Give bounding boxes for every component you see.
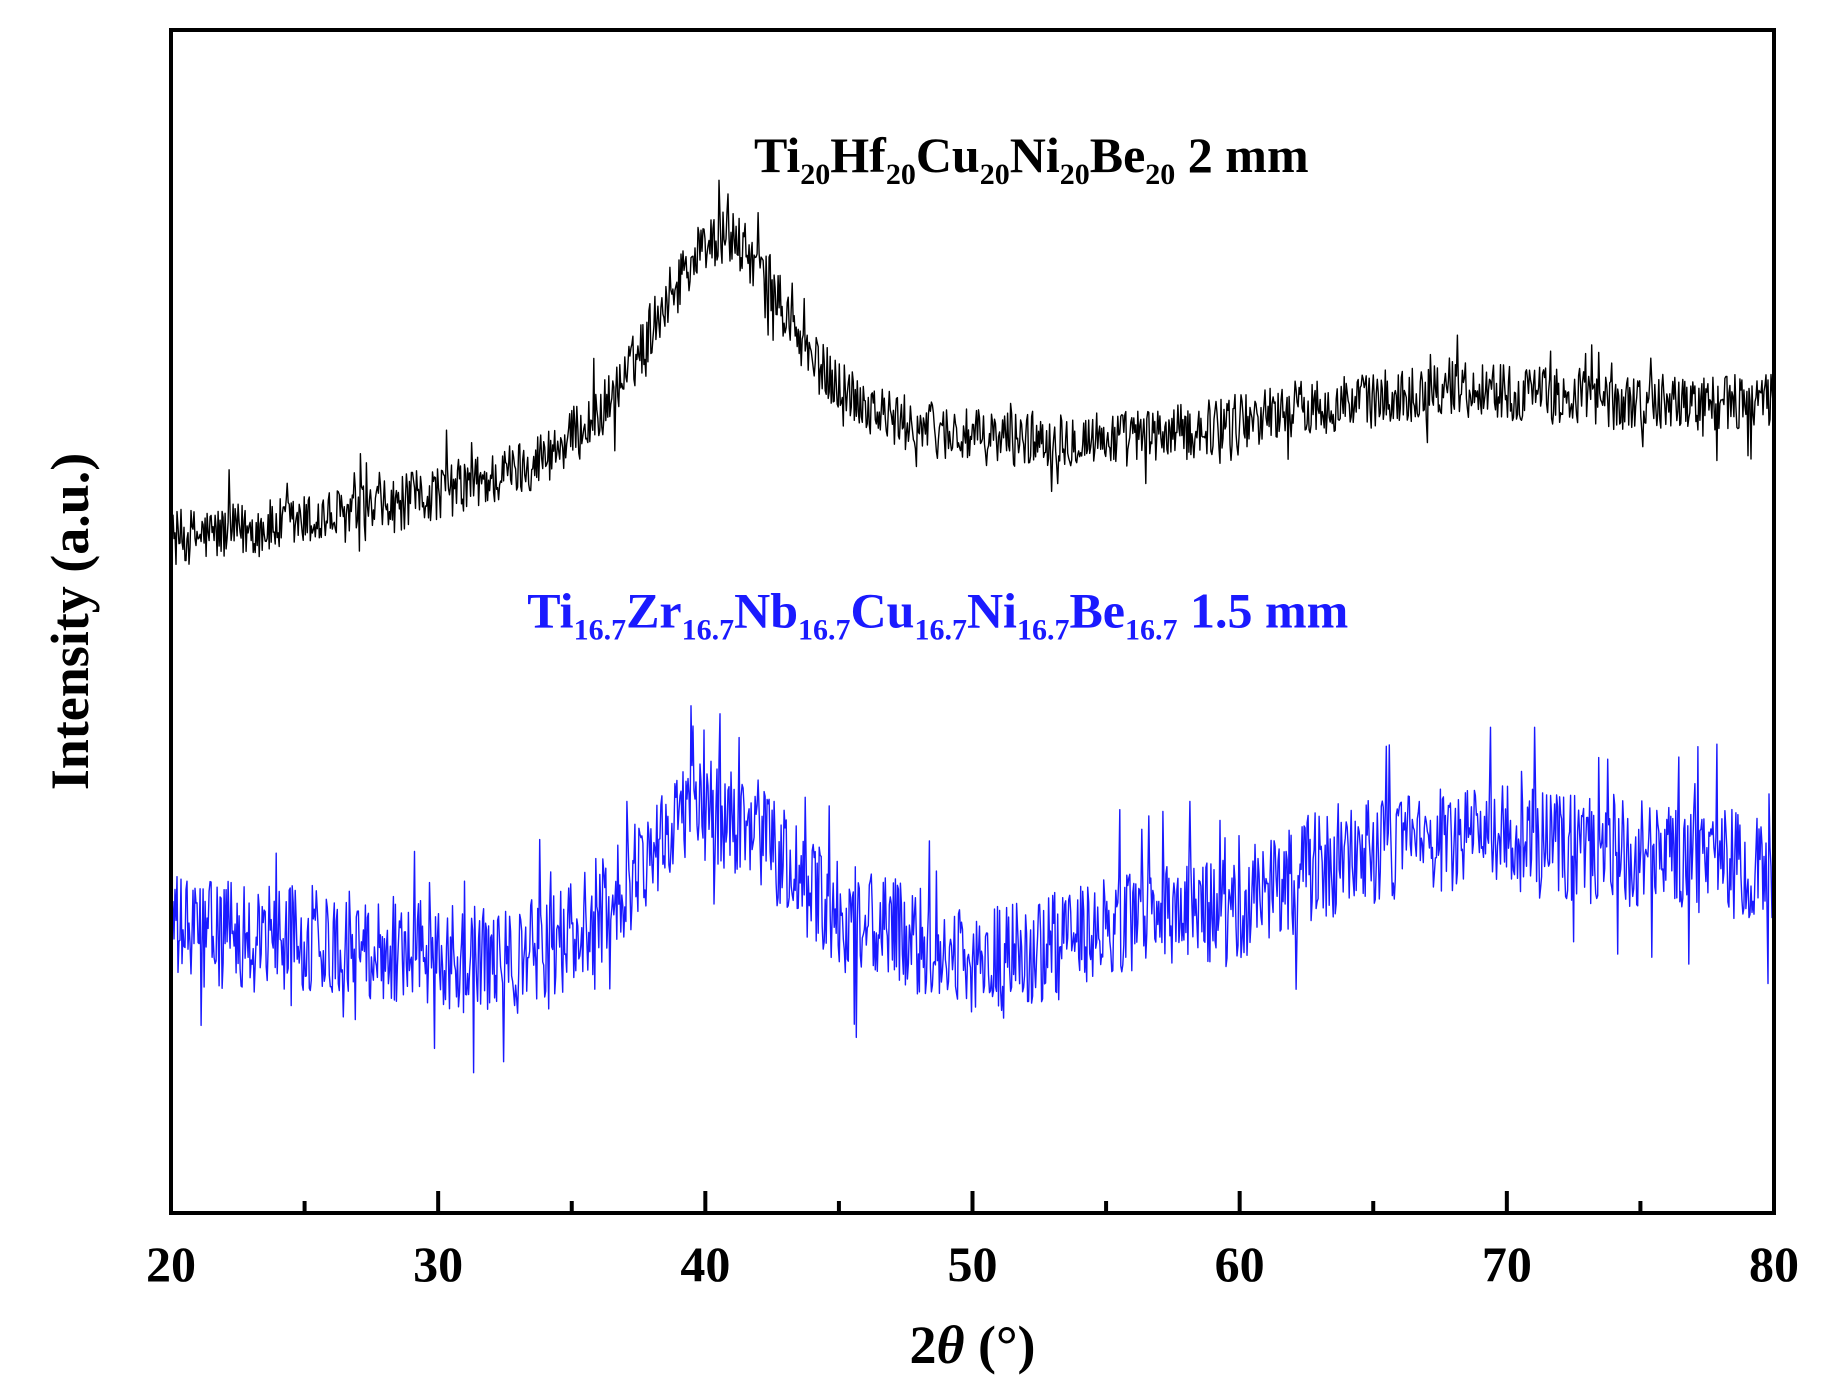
x-axis-ticks: 20 30 40 50 60 70 80 — [146, 1191, 1799, 1292]
series-labels: Ti20Hf20Cu20Ni20Be20 2 mm Ti16.7Zr16.7Nb1… — [527, 127, 1348, 646]
x-tick-label: 50 — [948, 1236, 998, 1292]
y-axis-title: Intensity (a.u.) — [40, 453, 100, 791]
x-tick-label: 40 — [680, 1236, 730, 1292]
series-line — [170, 179, 1775, 599]
series-line — [170, 705, 1775, 1074]
x-tick-label: 20 — [146, 1236, 196, 1292]
x-tick-label: 60 — [1215, 1236, 1265, 1292]
series-label: Ti16.7Zr16.7Nb16.7Cu16.7Ni16.7Be16.7 1.5… — [527, 582, 1348, 646]
x-tick-label: 80 — [1749, 1236, 1799, 1292]
x-axis-title: 2θ (°) — [909, 1315, 1035, 1375]
x-tick-label: 30 — [413, 1236, 463, 1292]
x-tick-label: 70 — [1482, 1236, 1532, 1292]
series-label: Ti20Hf20Cu20Ni20Be20 2 mm — [754, 127, 1309, 191]
series-layer — [170, 179, 1775, 1074]
